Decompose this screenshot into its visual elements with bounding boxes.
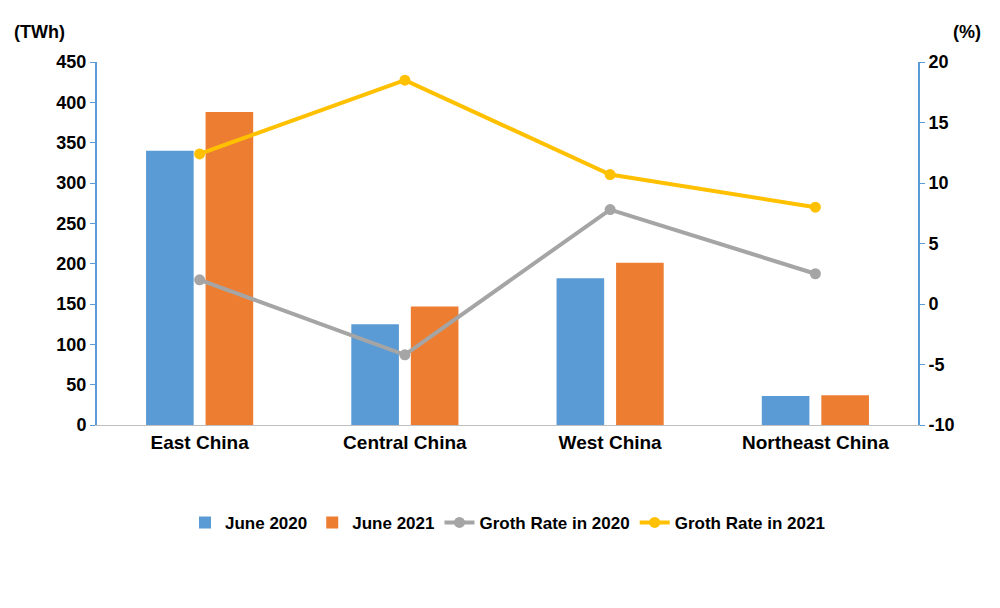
svg-text:West China: West China [559, 432, 663, 453]
svg-text:0: 0 [76, 415, 86, 435]
svg-text:East China: East China [151, 432, 250, 453]
svg-text:50: 50 [66, 375, 86, 395]
svg-text:450: 450 [56, 52, 86, 72]
svg-text:(TWh): (TWh) [14, 22, 65, 42]
svg-text:June 2020: June 2020 [225, 514, 307, 533]
svg-text:Central China: Central China [343, 432, 467, 453]
svg-text:-5: -5 [929, 355, 945, 375]
svg-text:15: 15 [929, 113, 949, 133]
svg-text:10: 10 [929, 173, 949, 193]
svg-text:150: 150 [56, 294, 86, 314]
svg-text:400: 400 [56, 93, 86, 113]
svg-text:Groth Rate in 2021: Groth Rate in 2021 [675, 514, 825, 533]
svg-text:250: 250 [56, 214, 86, 234]
svg-text:5: 5 [929, 234, 939, 254]
svg-text:200: 200 [56, 254, 86, 274]
svg-text:350: 350 [56, 133, 86, 153]
svg-text:Northeast China: Northeast China [742, 432, 889, 453]
svg-text:(%): (%) [953, 22, 981, 42]
svg-text:-10: -10 [929, 415, 955, 435]
svg-text:100: 100 [56, 335, 86, 355]
svg-text:0: 0 [929, 294, 939, 314]
svg-text:June 2021: June 2021 [352, 514, 434, 533]
svg-text:20: 20 [929, 52, 949, 72]
svg-text:300: 300 [56, 173, 86, 193]
svg-text:Groth Rate in 2020: Groth Rate in 2020 [479, 514, 629, 533]
